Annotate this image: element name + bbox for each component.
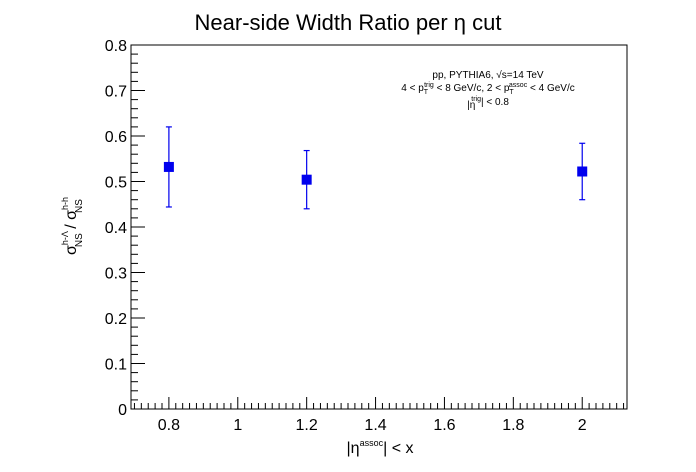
x-tick-label: 1.8 xyxy=(502,417,524,434)
y-tick-label: 0.1 xyxy=(105,357,127,374)
annotation-line: 4 < pTtrig < 8 GeV/c, 2 < pTassoc < 4 Ge… xyxy=(401,82,574,96)
y-tick-label: 0.6 xyxy=(105,129,127,146)
annotation-line: pp, PYTHIA6, √s=14 TeV xyxy=(432,69,544,81)
x-tick-label: 1.2 xyxy=(296,417,318,434)
x-tick-label: 1.4 xyxy=(364,417,386,434)
y-tick-label: 0.3 xyxy=(105,266,127,283)
y-tick-label: 0 xyxy=(118,402,127,419)
y-tick-label: 0.8 xyxy=(105,38,127,55)
data-point xyxy=(163,161,174,172)
annotation-line: |ηtrig| < 0.8 xyxy=(467,96,509,111)
x-tick-label: 0.8 xyxy=(158,417,180,434)
y-axis-label: σh-Λ NS / σh-h NS xyxy=(60,197,85,255)
y-tick-label: 0.7 xyxy=(105,84,127,101)
y-tick-label: 0.2 xyxy=(105,311,127,328)
y-tick-label: 0.5 xyxy=(105,175,127,192)
x-tick-label: 1.6 xyxy=(433,417,455,434)
x-tick-label: 2 xyxy=(578,417,587,434)
chart-title: Near-side Width Ratio per η cut xyxy=(195,10,502,35)
y-tick-label: 0.4 xyxy=(105,220,127,237)
x-tick-label: 1 xyxy=(233,417,242,434)
data-point xyxy=(301,174,312,185)
data-point xyxy=(577,166,588,177)
x-axis-label: |ηassoc| < x xyxy=(347,438,414,457)
plot-frame xyxy=(130,44,628,410)
